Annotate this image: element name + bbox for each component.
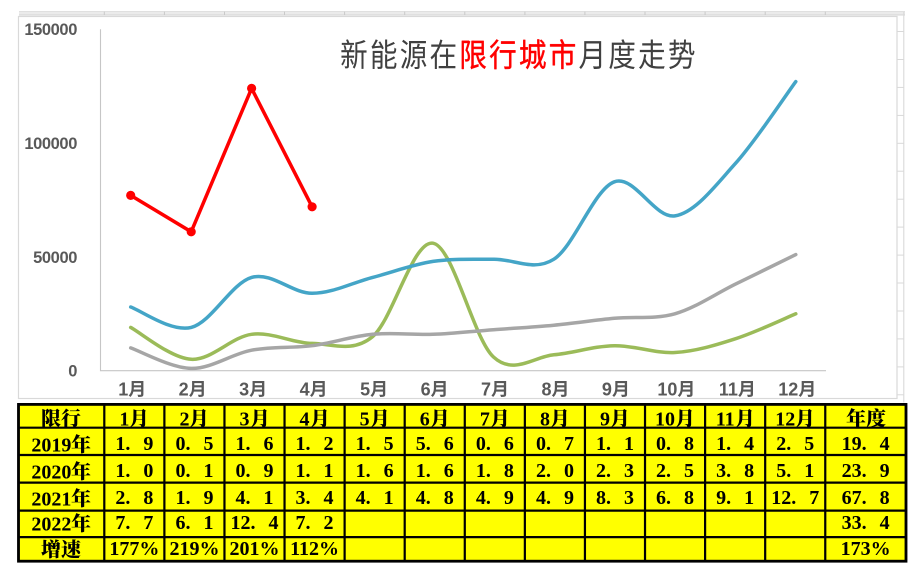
svg-text:0: 0 — [68, 363, 77, 381]
svg-text:7: 7 — [481, 379, 491, 399]
svg-text:50000: 50000 — [33, 249, 77, 267]
svg-text:2: 2 — [179, 379, 189, 399]
svg-text:5: 5 — [360, 379, 370, 399]
svg-text:3: 3 — [239, 379, 249, 399]
svg-text:8: 8 — [541, 379, 551, 399]
svg-text:9: 9 — [602, 379, 612, 399]
svg-text:150000: 150000 — [24, 21, 77, 39]
svg-text:10: 10 — [657, 379, 677, 399]
svg-text:6: 6 — [421, 379, 431, 399]
svg-text:12: 12 — [778, 379, 798, 399]
svg-text:11: 11 — [719, 379, 738, 399]
svg-text:100000: 100000 — [24, 135, 77, 153]
svg-text:4: 4 — [300, 379, 310, 399]
svg-text:1: 1 — [118, 379, 128, 399]
